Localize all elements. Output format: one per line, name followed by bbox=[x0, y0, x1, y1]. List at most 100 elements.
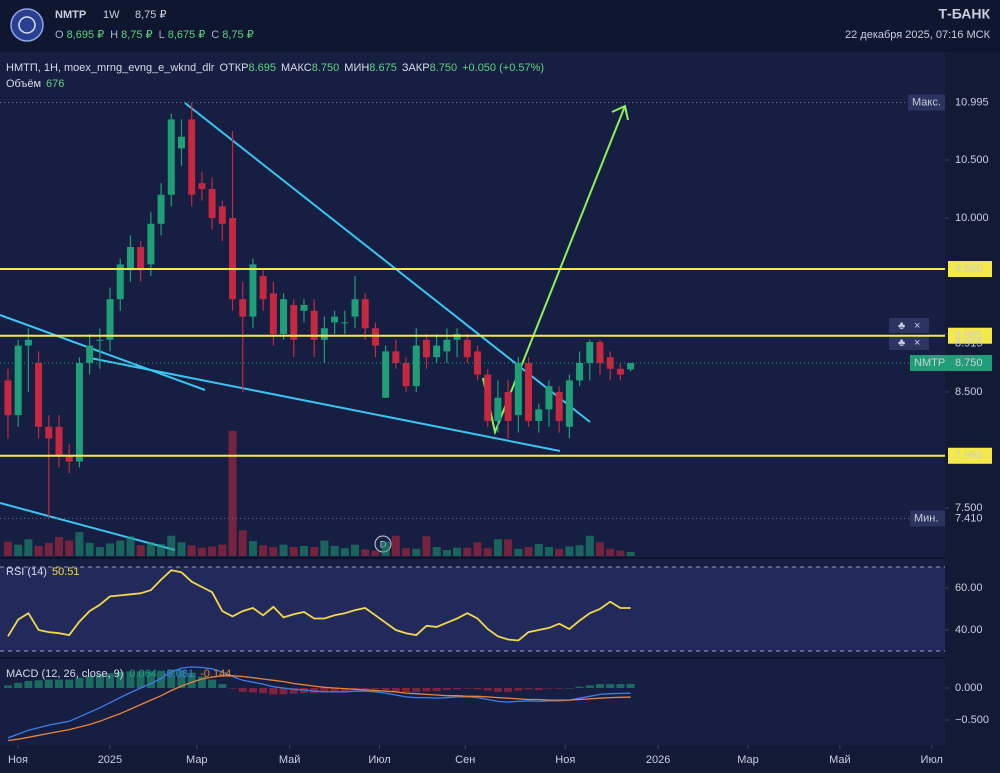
volume-bar bbox=[146, 542, 155, 556]
logo bbox=[10, 8, 44, 42]
plot-area bbox=[0, 52, 945, 745]
candle-body bbox=[596, 342, 604, 363]
volume-bar bbox=[524, 547, 533, 556]
macd-histogram-bar bbox=[177, 670, 186, 688]
candle-body bbox=[208, 188, 216, 218]
macd-histogram-bar bbox=[514, 687, 523, 691]
level-label: 9.560 bbox=[955, 263, 983, 275]
candle-body bbox=[310, 310, 318, 340]
candle-body bbox=[555, 391, 563, 421]
macd-title: MACD (12, 26, close, 9) bbox=[6, 668, 123, 680]
candle-body bbox=[392, 351, 400, 363]
stat-value: 8.750 bbox=[312, 62, 340, 74]
candle-body bbox=[474, 351, 482, 375]
volume-bar bbox=[463, 547, 472, 556]
close-icon[interactable]: × bbox=[914, 320, 920, 332]
volume-bar bbox=[595, 542, 604, 556]
header-bar bbox=[0, 0, 1000, 52]
price-pane: НМТП, 1Н, moex_mrng_evng_e_wknd_dlr ОТКР8… bbox=[3, 62, 635, 556]
rsi-line bbox=[7, 569, 631, 642]
volume-bar bbox=[65, 540, 74, 556]
volume-bar bbox=[585, 535, 594, 556]
volume-bar bbox=[493, 539, 502, 556]
stat-name: МИН bbox=[344, 62, 369, 74]
volume-bar bbox=[197, 547, 206, 556]
volume-bar bbox=[544, 547, 553, 556]
volume-bar bbox=[248, 541, 257, 556]
volume-bar bbox=[167, 535, 176, 556]
volume-bar bbox=[218, 544, 227, 556]
candle-body bbox=[290, 304, 298, 340]
candle-body bbox=[443, 339, 451, 352]
min-name: Мин. bbox=[914, 512, 938, 524]
volume-bar bbox=[95, 547, 104, 556]
macd-histogram-bar bbox=[402, 687, 411, 692]
y-tick-label: 10.000 bbox=[955, 212, 989, 224]
candle-body bbox=[361, 299, 369, 329]
x-tick-label: Сен bbox=[455, 754, 475, 766]
candle-body bbox=[433, 345, 441, 358]
volume-bar bbox=[422, 536, 431, 556]
pane-divider bbox=[0, 557, 945, 559]
volume-bar bbox=[126, 536, 135, 556]
macd-value: -0.144 bbox=[200, 668, 231, 680]
stat-name: МАКС bbox=[281, 62, 312, 74]
alert-box[interactable] bbox=[889, 318, 929, 333]
price-axis bbox=[945, 52, 1000, 773]
stat-value: 8.675 bbox=[369, 62, 397, 74]
volume-bar bbox=[85, 542, 94, 556]
candle-body bbox=[300, 304, 308, 311]
volume-bar bbox=[177, 542, 186, 556]
volume-bar bbox=[14, 544, 23, 556]
volume-bar bbox=[483, 548, 492, 556]
y-tick-label: 8.500 bbox=[955, 386, 983, 398]
volume-bar bbox=[504, 539, 513, 556]
macd-histogram-bar bbox=[85, 675, 94, 688]
alert-box[interactable] bbox=[889, 335, 929, 350]
candle-body bbox=[86, 345, 94, 363]
close-icon[interactable]: × bbox=[914, 337, 920, 349]
ohlc-key: O bbox=[55, 29, 64, 41]
macd-histogram-bar bbox=[44, 679, 53, 688]
macd-histogram-bar bbox=[289, 687, 298, 694]
interval: 1W bbox=[103, 9, 120, 21]
min-tag bbox=[910, 510, 945, 527]
macd-histogram-bar bbox=[381, 687, 390, 690]
alert-label: 8.915 bbox=[955, 338, 983, 350]
volume-bar bbox=[269, 547, 278, 556]
macd-histogram-bar bbox=[3, 685, 12, 688]
x-tick-label: Май bbox=[279, 754, 301, 766]
macd-histogram-bar bbox=[575, 686, 584, 688]
trend-line bbox=[0, 502, 176, 551]
bell-icon[interactable]: ♣ bbox=[898, 337, 905, 349]
macd-histogram-bar bbox=[218, 684, 227, 688]
candle-body bbox=[331, 316, 339, 323]
macd-histogram-bar bbox=[595, 684, 604, 688]
rsi-band bbox=[0, 567, 945, 652]
volume-bar bbox=[514, 548, 523, 556]
candle-body bbox=[320, 328, 328, 340]
volume-bar bbox=[412, 548, 421, 556]
stat-name: ОТКР bbox=[219, 62, 248, 74]
macd-value: 0.064 bbox=[129, 668, 157, 680]
macd-histogram-bar bbox=[585, 685, 594, 688]
candle-body bbox=[535, 409, 543, 421]
y-tick-label: 0.000 bbox=[955, 682, 983, 694]
candle-body bbox=[147, 223, 155, 265]
max-tag bbox=[908, 94, 945, 111]
macd-histogram-bar bbox=[463, 687, 472, 689]
change: +0.050 (+0.57%) bbox=[462, 62, 544, 74]
macd-histogram-bar bbox=[187, 672, 196, 688]
bell-icon[interactable]: ♣ bbox=[898, 320, 905, 332]
macd-histogram-bar bbox=[453, 687, 462, 690]
volume-bar bbox=[432, 547, 441, 556]
volume-bar bbox=[299, 545, 308, 556]
x-tick-label: 2026 bbox=[646, 754, 670, 766]
candle-body bbox=[45, 426, 53, 439]
volume-bar bbox=[136, 545, 145, 556]
candle-body bbox=[4, 380, 12, 416]
candle-body bbox=[514, 362, 522, 416]
x-tick-label: 2025 bbox=[98, 754, 122, 766]
